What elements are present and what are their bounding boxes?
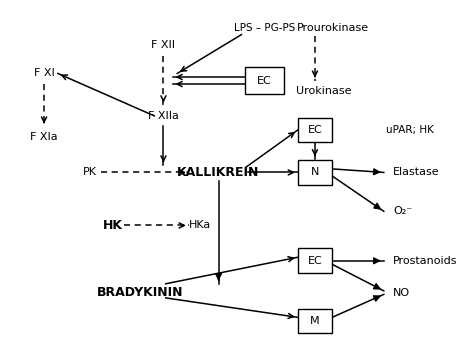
Text: EC: EC: [308, 256, 322, 266]
Text: EC: EC: [257, 75, 272, 85]
Text: LPS – PG-PS: LPS – PG-PS: [234, 23, 295, 33]
Text: O₂⁻: O₂⁻: [393, 206, 412, 216]
Text: uPAR; HK: uPAR; HK: [386, 125, 434, 135]
FancyBboxPatch shape: [298, 118, 332, 143]
Text: EC: EC: [308, 125, 322, 135]
FancyBboxPatch shape: [245, 67, 284, 94]
Text: M: M: [310, 316, 320, 326]
Text: N: N: [311, 167, 319, 177]
Text: Prostanoids: Prostanoids: [393, 256, 457, 266]
FancyBboxPatch shape: [298, 308, 332, 333]
Text: Elastase: Elastase: [393, 167, 439, 177]
Text: BRADYKININ: BRADYKININ: [97, 286, 184, 299]
FancyBboxPatch shape: [298, 248, 332, 273]
Text: F XIIa: F XIIa: [148, 111, 179, 121]
Text: NO: NO: [393, 288, 410, 298]
Text: PK: PK: [83, 167, 97, 177]
Text: Prourokinase: Prourokinase: [297, 23, 369, 33]
Text: F XII: F XII: [152, 40, 175, 50]
Text: HK: HK: [103, 219, 123, 232]
FancyBboxPatch shape: [298, 160, 332, 185]
Text: HKa: HKa: [189, 220, 211, 230]
Text: F XIa: F XIa: [30, 132, 58, 142]
Text: KALLIKREIN: KALLIKREIN: [177, 166, 260, 179]
Text: Urokinase: Urokinase: [296, 86, 352, 96]
Text: F XI: F XI: [34, 69, 55, 79]
